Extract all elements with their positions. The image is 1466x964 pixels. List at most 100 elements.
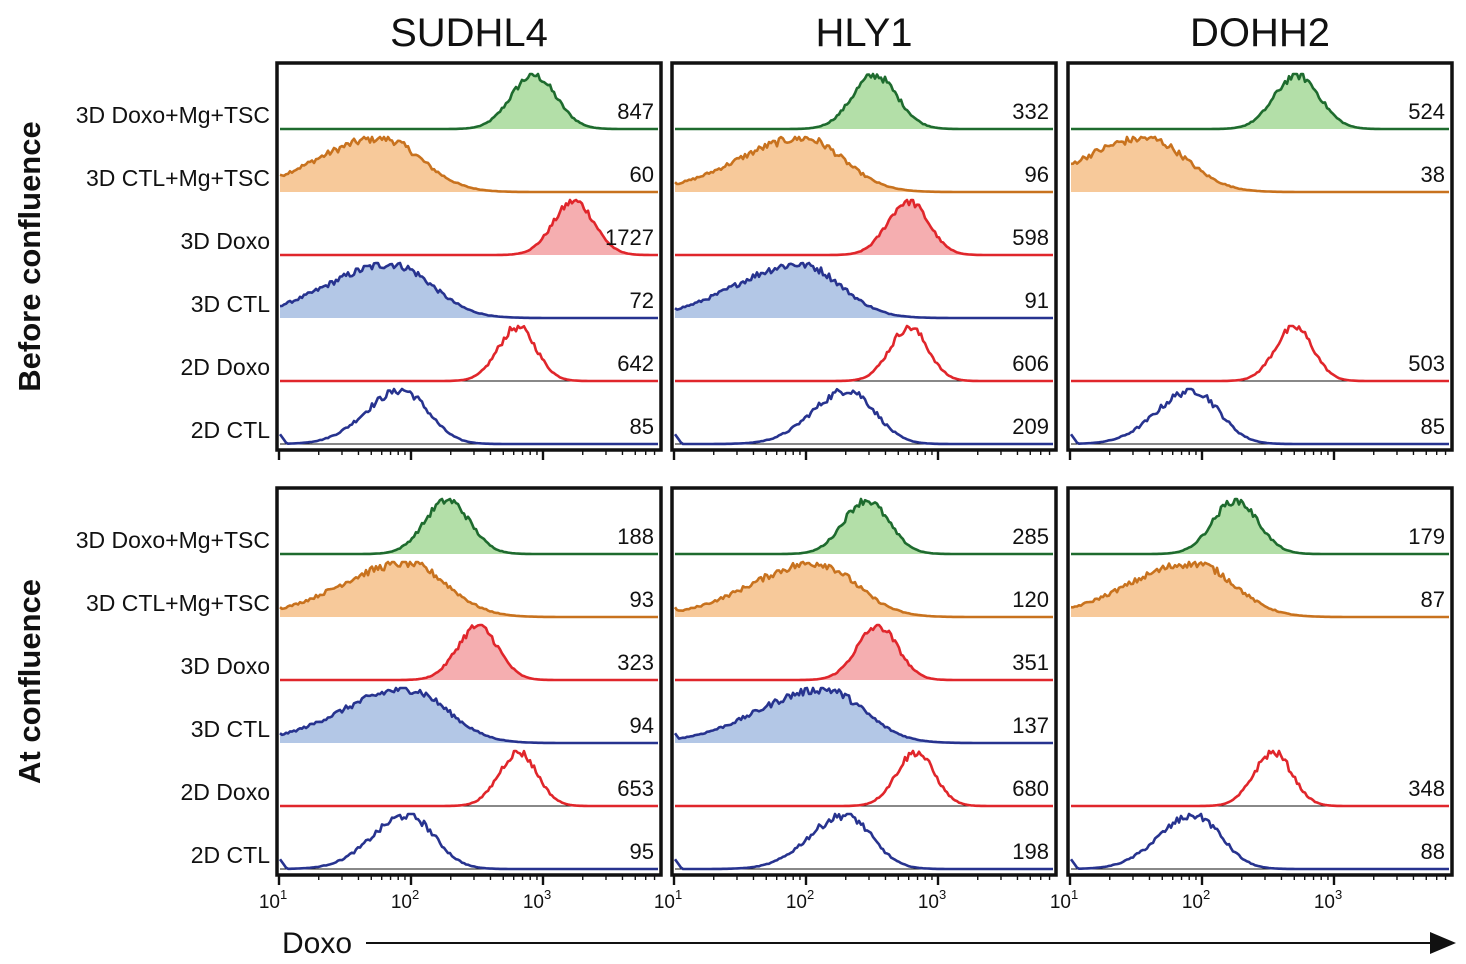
histogram-curve bbox=[280, 72, 658, 131]
histogram-fill bbox=[280, 562, 658, 617]
histogram-fill bbox=[675, 74, 1053, 129]
histogram-curve bbox=[279, 135, 658, 194]
x-axis-title-group: Doxo bbox=[282, 927, 1456, 960]
panel-frame bbox=[670, 486, 1058, 877]
x-tick-label: 103 bbox=[918, 887, 946, 913]
histogram-curve bbox=[673, 560, 1053, 619]
panel-frame bbox=[1066, 486, 1454, 877]
panel-hly1-at: 285 120 351 137 680 198 bbox=[670, 486, 1058, 885]
histogram-curve bbox=[280, 497, 658, 556]
x-axes: 101 102 103 101 102 103 101 102 103 bbox=[259, 887, 1342, 913]
mfi-label: 351 bbox=[1012, 650, 1049, 675]
histogram-curve bbox=[1070, 560, 1449, 619]
condition-label: 3D Doxo+Mg+TSC bbox=[76, 102, 270, 128]
histogram-curve bbox=[674, 261, 1053, 320]
mfi-label: 91 bbox=[1025, 288, 1049, 313]
condition-label: 3D CTL+Mg+TSC bbox=[86, 590, 270, 616]
mfi-label: 120 bbox=[1012, 587, 1049, 612]
histogram-curve bbox=[280, 623, 658, 682]
condition-label: 3D CTL bbox=[191, 716, 270, 742]
row-title-before-confluence: Before confluence bbox=[12, 121, 47, 391]
mfi-label: 847 bbox=[617, 99, 654, 124]
histogram-fill bbox=[1071, 137, 1449, 192]
histogram-curve bbox=[1071, 749, 1449, 808]
condition-label: 2D CTL bbox=[191, 842, 270, 868]
histogram-curve bbox=[1071, 324, 1449, 383]
histogram-fill bbox=[280, 688, 658, 743]
mfi-label: 348 bbox=[1408, 776, 1445, 801]
x-tick-label: 101 bbox=[1050, 887, 1078, 913]
histogram-fill bbox=[280, 137, 658, 192]
mfi-label: 95 bbox=[630, 839, 654, 864]
mfi-label: 680 bbox=[1012, 776, 1049, 801]
mfi-label: 332 bbox=[1012, 99, 1049, 124]
column-title-sudhl4: SUDHL4 bbox=[390, 11, 548, 55]
mfi-label: 209 bbox=[1012, 414, 1049, 439]
column-title-dohh2: DOHH2 bbox=[1190, 11, 1330, 55]
histogram-curve bbox=[675, 497, 1053, 556]
mfi-label: 1727 bbox=[605, 225, 654, 250]
histogram-curve bbox=[279, 686, 658, 745]
histogram-fill bbox=[1071, 562, 1449, 617]
histogram-curve bbox=[1071, 72, 1449, 131]
mfi-label: 96 bbox=[1025, 162, 1049, 187]
histogram-fill bbox=[675, 562, 1053, 617]
histogram-curve bbox=[280, 198, 658, 257]
condition-label: 3D CTL+Mg+TSC bbox=[86, 165, 270, 191]
histogram-fill bbox=[675, 200, 1053, 255]
histogram-curve bbox=[1069, 387, 1449, 446]
panel-frame bbox=[1066, 61, 1454, 452]
histogram-curve bbox=[673, 686, 1053, 745]
histogram-curve bbox=[675, 749, 1053, 808]
histogram-fill bbox=[675, 688, 1053, 743]
x-axis-arrowhead bbox=[1430, 932, 1456, 954]
mfi-label: 60 bbox=[630, 162, 654, 187]
histogram-fill bbox=[1071, 74, 1449, 129]
x-tick-label: 101 bbox=[654, 887, 682, 913]
histogram-curve bbox=[675, 198, 1053, 257]
row-title-at-confluence: At confluence bbox=[12, 579, 47, 784]
x-tick-label: 102 bbox=[391, 887, 419, 913]
condition-label: 2D CTL bbox=[191, 417, 270, 443]
mfi-label: 323 bbox=[617, 650, 654, 675]
histogram-curve bbox=[673, 387, 1053, 446]
x-axis-title: Doxo bbox=[282, 927, 352, 960]
mfi-label: 503 bbox=[1408, 351, 1445, 376]
x-tick-label: 101 bbox=[259, 887, 287, 913]
mfi-label: 653 bbox=[617, 776, 654, 801]
mfi-label: 94 bbox=[630, 713, 654, 738]
histogram-curve bbox=[280, 324, 658, 383]
histogram-fill bbox=[280, 625, 658, 680]
condition-label: 2D Doxo bbox=[181, 779, 270, 805]
column-title-hly1: HLY1 bbox=[815, 11, 912, 55]
mfi-label: 87 bbox=[1421, 587, 1445, 612]
panel-sudhl4-before: 847 60 1727 72 642 85 bbox=[275, 61, 663, 460]
mfi-label: 137 bbox=[1012, 713, 1049, 738]
mfi-label: 198 bbox=[1012, 839, 1049, 864]
histogram-fill bbox=[280, 499, 658, 554]
condition-label: 3D Doxo+Mg+TSC bbox=[76, 527, 270, 553]
histogram-curve bbox=[674, 135, 1053, 194]
mfi-label: 188 bbox=[617, 524, 654, 549]
panel-dohh2-at: 179 87 348 88 bbox=[1066, 486, 1454, 885]
condition-label: 3D Doxo bbox=[181, 653, 270, 679]
mfi-label: 38 bbox=[1421, 162, 1445, 187]
panel-frame bbox=[670, 61, 1058, 452]
mfi-label: 524 bbox=[1408, 99, 1445, 124]
panel-frame bbox=[275, 486, 663, 877]
mfi-label: 285 bbox=[1012, 524, 1049, 549]
histogram-curve bbox=[279, 261, 658, 320]
panel-dohh2-before: 524 38 503 85 bbox=[1066, 61, 1454, 460]
condition-labels: 3D Doxo+Mg+TSC 3D CTL+Mg+TSC 3D Doxo 3D CTL… bbox=[76, 102, 271, 868]
condition-label: 3D CTL bbox=[191, 291, 270, 317]
histogram-curve bbox=[1069, 812, 1449, 871]
mfi-label: 85 bbox=[630, 414, 654, 439]
mfi-label: 598 bbox=[1012, 225, 1049, 250]
histogram-panels: 847 60 1727 72 642 85 332 96 598 91 606 209 524 38 503… bbox=[275, 61, 1454, 885]
mfi-label: 88 bbox=[1421, 839, 1445, 864]
x-tick-label: 103 bbox=[1314, 887, 1342, 913]
histogram-fill bbox=[675, 137, 1053, 192]
histogram-curve bbox=[1071, 497, 1449, 556]
histogram-curve bbox=[675, 72, 1053, 131]
